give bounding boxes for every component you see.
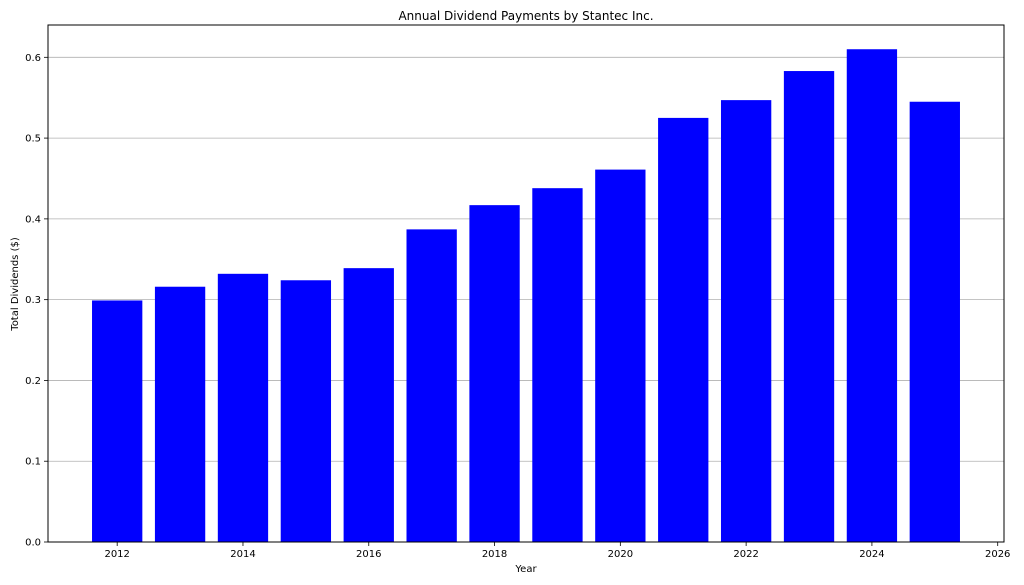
bars: [92, 49, 960, 543]
gridlines: [48, 56, 1004, 462]
x-tick-label: 2024: [859, 549, 884, 560]
bar-2024: [846, 49, 898, 542]
x-axis-ticks: 2012 2014 2016 2018 2020 2022 2024 2026: [104, 542, 1010, 560]
x-tick-label: 2014: [230, 549, 255, 560]
x-axis-label: Year: [514, 564, 537, 575]
chart-title: Annual Dividend Payments by Stantec Inc.: [398, 9, 653, 23]
bar-2025: [909, 101, 960, 542]
bar-2012: [92, 300, 143, 542]
bar-2015: [280, 280, 332, 542]
y-tick-label: 0.3: [25, 295, 41, 306]
bar-2023: [783, 71, 835, 542]
bar-2014: [217, 273, 269, 542]
x-tick-label: 2020: [608, 549, 633, 560]
y-tick-label: 0.4: [25, 214, 41, 225]
y-tick-label: 0.0: [25, 538, 41, 549]
y-tick-label: 0.2: [25, 376, 41, 387]
y-axis-label: Total Dividends ($): [10, 237, 21, 332]
y-tick-label: 0.6: [25, 53, 41, 64]
bar-2017: [406, 229, 457, 542]
x-tick-label: 2016: [356, 549, 381, 560]
bar-2019: [532, 188, 583, 542]
y-axis-ticks: 0.0 0.1 0.2 0.3 0.4 0.5 0.6: [25, 53, 48, 549]
bar-2016: [343, 268, 394, 542]
x-tick-label: 2012: [104, 549, 129, 560]
bar-2020: [595, 169, 646, 542]
x-tick-label: 2026: [985, 549, 1010, 560]
x-tick-label: 2022: [733, 549, 758, 560]
bar-2013: [154, 286, 206, 542]
bar-2022: [720, 100, 772, 543]
y-tick-label: 0.5: [25, 134, 41, 145]
bar-2018: [469, 205, 520, 542]
x-tick-label: 2018: [482, 549, 507, 560]
bar-2021: [658, 117, 709, 542]
y-tick-label: 0.1: [25, 457, 41, 468]
plot-frame: [47, 24, 1005, 543]
